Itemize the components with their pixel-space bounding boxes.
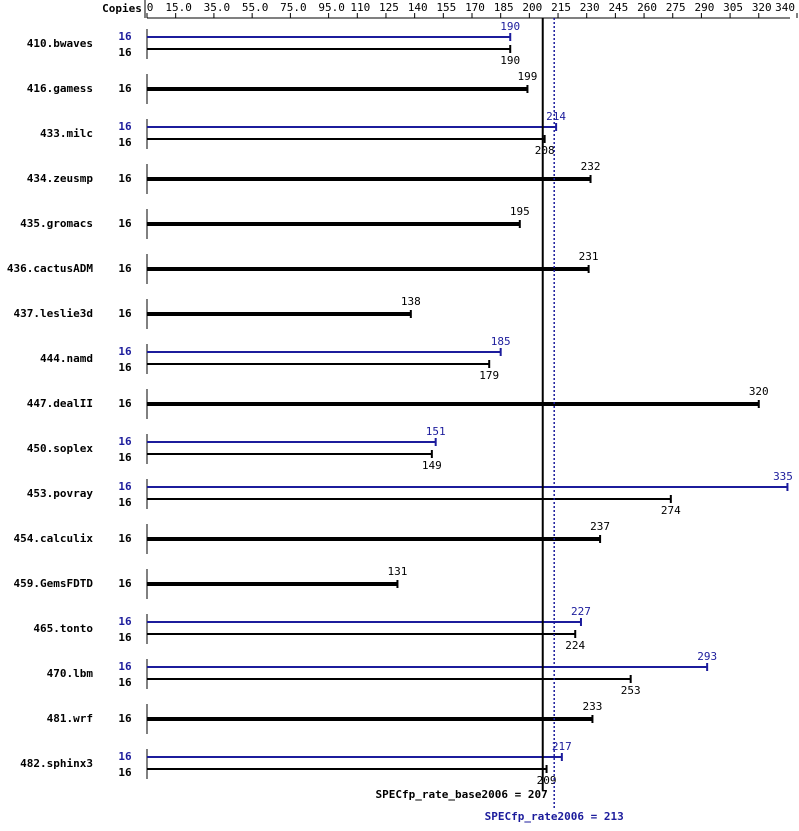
x-tick-label: 75.0 [280, 1, 307, 14]
copies-label: 16 [118, 262, 132, 275]
value-label: 199 [518, 70, 538, 83]
value-label: 214 [546, 110, 566, 123]
benchmark-name: 410.bwaves [27, 37, 93, 50]
benchmark-name: 433.milc [40, 127, 93, 140]
copies-label: 16 [118, 750, 132, 763]
value-label: 232 [581, 160, 601, 173]
x-tick-label: 125 [379, 1, 399, 14]
benchmark-name: 453.povray [27, 487, 94, 500]
copies-label: 16 [118, 660, 132, 673]
copies-label: 16 [118, 120, 132, 133]
benchmark-name: 416.gamess [27, 82, 93, 95]
benchmark-name: 436.cactusADM [7, 262, 93, 275]
copies-label: 16 [118, 361, 132, 374]
value-label: 149 [422, 459, 442, 472]
x-tick-label: 185 [494, 1, 514, 14]
benchmark-name: 435.gromacs [20, 217, 93, 230]
reference-label: SPECfp_rate2006 = 213 [485, 810, 624, 823]
benchmark-name: 447.dealII [27, 397, 93, 410]
x-tick-label: 305 [723, 1, 743, 14]
value-label: 320 [749, 385, 769, 398]
copies-label: 16 [118, 307, 132, 320]
copies-label: 16 [118, 532, 132, 545]
x-tick-label: 140 [408, 1, 428, 14]
x-tick-label: 170 [465, 1, 485, 14]
x-tick-label: 340 [775, 1, 795, 14]
x-tick-label: 55.0 [242, 1, 269, 14]
copies-header: Copies [102, 2, 142, 15]
copies-label: 16 [118, 172, 132, 185]
copies-label: 16 [118, 615, 132, 628]
value-label: 227 [571, 605, 591, 618]
copies-label: 16 [118, 712, 132, 725]
value-label: 209 [537, 774, 557, 787]
benchmark-name: 450.soplex [27, 442, 94, 455]
copies-label: 16 [118, 631, 132, 644]
copies-label: 16 [118, 480, 132, 493]
x-tick-label: 290 [694, 1, 714, 14]
value-label: 190 [500, 54, 520, 67]
copies-label: 16 [118, 82, 132, 95]
value-label: 253 [621, 684, 641, 697]
value-label: 231 [579, 250, 599, 263]
benchmark-name: 459.GemsFDTD [14, 577, 94, 590]
copies-label: 16 [118, 451, 132, 464]
x-tick-label: 95.0 [318, 1, 345, 14]
value-label: 185 [491, 335, 511, 348]
benchmark-name: 482.sphinx3 [20, 757, 93, 770]
copies-label: 16 [118, 136, 132, 149]
value-label: 335 [773, 470, 793, 483]
copies-label: 16 [118, 766, 132, 779]
x-tick-label: 275 [666, 1, 686, 14]
x-tick-label: 320 [752, 1, 772, 14]
value-label: 224 [565, 639, 585, 652]
benchmark-name: 434.zeusmp [27, 172, 94, 185]
value-label: 179 [479, 369, 499, 382]
copies-label: 16 [118, 397, 132, 410]
value-label: 151 [426, 425, 446, 438]
value-label: 208 [535, 144, 555, 157]
copies-label: 16 [118, 345, 132, 358]
copies-label: 16 [118, 435, 132, 448]
benchmark-name: 444.namd [40, 352, 93, 365]
benchmark-name: 454.calculix [14, 532, 94, 545]
copies-label: 16 [118, 46, 132, 59]
x-tick-label: 155 [436, 1, 456, 14]
value-label: 274 [661, 504, 681, 517]
value-label: 233 [583, 700, 603, 713]
value-label: 138 [401, 295, 421, 308]
x-tick-label: 15.0 [165, 1, 192, 14]
benchmark-name: 437.leslie3d [14, 307, 93, 320]
value-label: 237 [590, 520, 610, 533]
x-tick-label: 245 [608, 1, 628, 14]
benchmark-name: 481.wrf [47, 712, 93, 725]
value-label: 293 [697, 650, 717, 663]
copies-label: 16 [118, 496, 132, 509]
benchmark-name: 465.tonto [33, 622, 93, 635]
x-tick-label: 110 [350, 1, 370, 14]
copies-label: 16 [118, 676, 132, 689]
benchmark-name: 470.lbm [47, 667, 94, 680]
x-tick-label: 230 [580, 1, 600, 14]
copies-label: 16 [118, 577, 132, 590]
value-label: 131 [388, 565, 408, 578]
copies-label: 16 [118, 217, 132, 230]
x-tick-label: 260 [637, 1, 657, 14]
x-tick-label: 35.0 [204, 1, 231, 14]
value-label: 195 [510, 205, 530, 218]
x-tick-label: 0 [147, 1, 154, 14]
x-tick-label: 215 [551, 1, 571, 14]
x-tick-label: 200 [522, 1, 542, 14]
value-label: 190 [500, 20, 520, 33]
value-label: 217 [552, 740, 572, 753]
copies-label: 16 [118, 30, 132, 43]
reference-label: SPECfp_rate_base2006 = 207 [376, 788, 548, 801]
